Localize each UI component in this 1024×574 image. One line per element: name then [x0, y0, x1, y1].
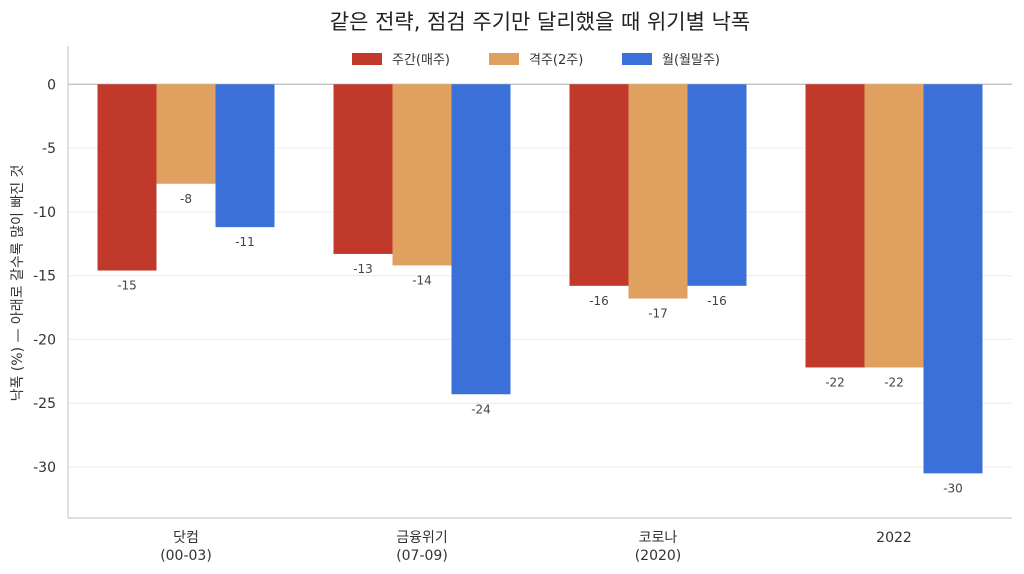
x-tick-label: 2022 [876, 530, 912, 546]
legend-label: 월(월말주) [662, 53, 720, 68]
x-tick-label: 코로나 [639, 530, 678, 546]
x-tick-label: 금융위기 [396, 530, 448, 546]
y-tick-label: -20 [33, 332, 56, 348]
legend-swatch [489, 53, 519, 65]
bar [97, 84, 157, 271]
x-tick-label: (07-09) [396, 548, 448, 564]
data-label: -30 [943, 481, 963, 495]
legend-swatch [352, 53, 382, 65]
bar [392, 84, 452, 266]
data-label: -11 [235, 235, 255, 249]
legend-swatch [622, 53, 652, 65]
bar [687, 84, 747, 286]
data-label: -8 [180, 192, 192, 206]
x-tick-label: (2020) [635, 548, 682, 564]
bar [628, 84, 688, 299]
y-tick-label: -5 [42, 141, 56, 157]
bar [333, 84, 393, 254]
bar [923, 84, 983, 474]
bar [215, 84, 275, 228]
data-label: -15 [117, 279, 137, 293]
y-tick-label: -10 [33, 205, 56, 221]
legend: 주간(매주) 격주(2주) 월(월말주) [352, 53, 720, 68]
y-tick-label: -15 [33, 269, 56, 285]
data-label: -13 [353, 262, 373, 276]
bar [156, 84, 216, 184]
data-label: -24 [471, 402, 491, 416]
legend-label: 격주(2주) [529, 53, 583, 68]
data-label: -16 [589, 294, 609, 308]
data-label: -22 [825, 375, 845, 389]
data-label: -14 [412, 273, 432, 287]
x-tick-labels: 닷컴 (00-03) 금융위기 (07-09) 코로나 (2020) 2022 [160, 530, 912, 564]
x-tick-label: 닷컴 [173, 530, 199, 546]
y-tick-label: -30 [33, 460, 56, 476]
legend-label: 주간(매주) [392, 53, 450, 68]
x-tick-label: (00-03) [160, 548, 212, 564]
y-tick-label: -25 [33, 396, 56, 412]
bar [451, 84, 511, 395]
bar [864, 84, 924, 368]
y-tick-label: 0 [47, 77, 56, 93]
y-tick-labels: 0 -5 -10 -15 -20 -25 -30 [33, 77, 56, 476]
data-label: -22 [884, 375, 904, 389]
data-label: -16 [707, 294, 727, 308]
y-axis-label: 낙폭 (%) — 아래로 갈수록 많이 빠진 것 [10, 165, 26, 402]
data-labels: -15 -13 -16 -22 -8 -14 -17 -22 -11 -24 -16 -30 [117, 192, 963, 496]
chart-title: 같은 전략, 점검 주기만 달리했을 때 위기별 낙폭 [330, 10, 750, 34]
bars [97, 84, 983, 474]
bar [569, 84, 629, 286]
data-label: -17 [648, 307, 668, 321]
bar [805, 84, 865, 368]
